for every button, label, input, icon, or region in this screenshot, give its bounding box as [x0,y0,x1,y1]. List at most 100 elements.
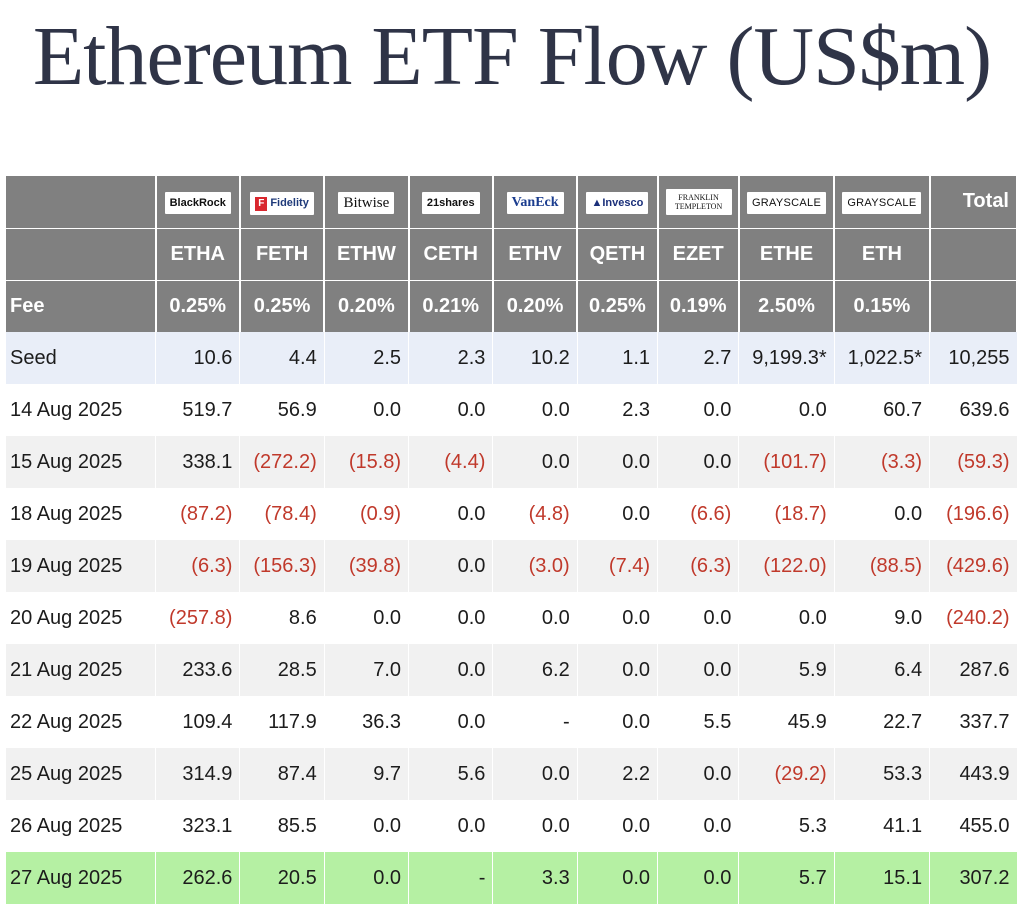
invesco-logo: ▲Invesco [586,192,649,215]
ticker-row: ETHA FETH ETHW CETH ETHV QETH EZET ETHE … [6,228,1019,281]
fee-cell: 0.25% [577,280,659,332]
flow-cell: (78.4) [239,488,325,540]
flow-cell: (272.2) [239,436,325,488]
flow-cell: 233.6 [155,644,241,696]
row-label: 15 Aug 2025 [6,436,157,488]
flow-cell: 60.7 [834,384,931,436]
flow-cell: (18.7) [738,488,835,540]
flow-cell: 8.6 [239,592,325,644]
issuer-logo-row: BlackRock F Fidelity Bitwise 21shares Van… [6,176,1019,229]
flow-cell: (15.8) [324,436,410,488]
flow-cell: 0.0 [657,800,740,852]
total-header: Total [929,176,1019,229]
flow-cell: 2.2 [577,748,659,800]
total-cell: (59.3) [929,436,1018,488]
ticker-cell: ETHW [324,228,410,281]
row-label: 22 Aug 2025 [6,696,157,748]
total-cell: 287.6 [929,644,1018,696]
flow-cell: 5.5 [657,696,740,748]
flow-cell: (7.4) [577,540,659,592]
blackrock-logo: BlackRock [164,192,231,215]
ticker-cell: ETHE [738,228,836,281]
flow-cell: 1.1 [577,332,659,384]
flow-cell: 53.3 [834,748,931,800]
flow-cell: (4.4) [408,436,494,488]
table-row: 26 Aug 2025 323.1 85.5 0.0 0.0 0.0 0.0 0.0 5.3 41… [6,800,1018,852]
flow-cell: 0.0 [577,592,659,644]
flow-cell: (6.3) [155,540,241,592]
ticker-cell: QETH [577,228,659,281]
flow-cell: 6.4 [834,644,931,696]
table-row: 25 Aug 2025 314.9 87.4 9.7 5.6 0.0 2.2 0.0 (29.2… [6,748,1018,800]
flow-cell: 0.0 [492,384,578,436]
flow-cell: 338.1 [155,436,241,488]
bitwise-logo: Bitwise [338,191,395,214]
fee-cell: 2.50% [738,280,836,332]
fee-cell: 0.25% [155,280,241,332]
flow-cell: 9,199.3* [738,332,835,384]
flow-cell: (122.0) [738,540,835,592]
table-row: 20 Aug 2025 (257.8) 8.6 0.0 0.0 0.0 0.0 0.0 0.0 9… [6,592,1018,644]
row-label: 14 Aug 2025 [6,384,157,436]
flow-cell: (88.5) [834,540,931,592]
fidelity-logo: F Fidelity [250,191,314,215]
total-cell: 455.0 [929,800,1018,852]
row-label: Seed [6,332,157,384]
table-row: 27 Aug 2025 262.6 20.5 0.0-3.3 0.0 0.0 5.7 15.1… [6,852,1018,904]
flow-cell: 0.0 [408,592,494,644]
flow-cell: (6.3) [657,540,740,592]
grayscale-logo: GRAYSCALE [842,192,922,215]
total-cell: 337.7 [929,696,1018,748]
flow-cell: 85.5 [239,800,325,852]
flow-cell: 9.7 [324,748,410,800]
total-cell: (196.6) [929,488,1018,540]
ticker-cell: ETHA [155,228,241,281]
flow-cell: 0.0 [324,800,410,852]
flow-cell: 0.0 [324,384,410,436]
flow-cell: 0.0 [577,488,659,540]
row-label: 27 Aug 2025 [6,852,157,904]
flow-cell: 117.9 [239,696,325,748]
ticker-cell: CETH [408,228,494,281]
flow-cell: 314.9 [155,748,241,800]
row-label: 26 Aug 2025 [6,800,157,852]
ticker-cell: FETH [239,228,326,281]
flow-cell: (257.8) [155,592,241,644]
flow-cell: 262.6 [155,852,241,904]
flow-cell: 109.4 [155,696,241,748]
row-label: 21 Aug 2025 [6,644,157,696]
ticker-cell: ETHV [492,228,579,281]
table-row: 18 Aug 2025 (87.2) (78.4) (0.9) 0.0 (4.8) 0.0(… [6,488,1018,540]
table-row: Seed 10.6 4.4 2.5 2.3 10.2 1.1 2.7 9,199.3* 1,022… [6,332,1018,384]
row-label: 25 Aug 2025 [6,748,157,800]
flow-cell: 0.0 [492,748,578,800]
flow-cell: (156.3) [239,540,325,592]
flow-cell: 15.1 [834,852,931,904]
flow-cell: 2.5 [324,332,410,384]
flow-cell: (4.8) [492,488,578,540]
flow-cell: 10.2 [492,332,578,384]
flow-cell: 2.3 [408,332,494,384]
flow-cell: 0.0 [324,592,410,644]
flow-cell: 87.4 [239,748,325,800]
flow-cell: (29.2) [738,748,835,800]
flow-cell: (101.7) [738,436,835,488]
grayscale-logo: GRAYSCALE [746,192,827,215]
flow-cell: 0.0 [408,540,494,592]
flow-cell: 3.3 [492,852,578,904]
flow-cell: 2.7 [657,332,740,384]
flow-cell: 0.0 [834,488,931,540]
total-cell: 10,255 [929,332,1018,384]
fee-cell: 0.20% [324,280,410,332]
flow-cell: 28.5 [239,644,325,696]
fee-cell: 0.25% [239,280,326,332]
flow-cell: 5.9 [738,644,835,696]
flow-cell: 519.7 [155,384,241,436]
flow-cell: 0.0 [577,436,659,488]
fee-cell: 0.21% [408,280,494,332]
total-cell: 639.6 [929,384,1018,436]
ticker-cell: ETH [834,228,931,281]
flow-cell: 5.6 [408,748,494,800]
flow-cell: 4.4 [239,332,325,384]
table-row: 21 Aug 2025 233.6 28.5 7.0 0.0 6.2 0.0 0.0 5.9 6.… [6,644,1018,696]
